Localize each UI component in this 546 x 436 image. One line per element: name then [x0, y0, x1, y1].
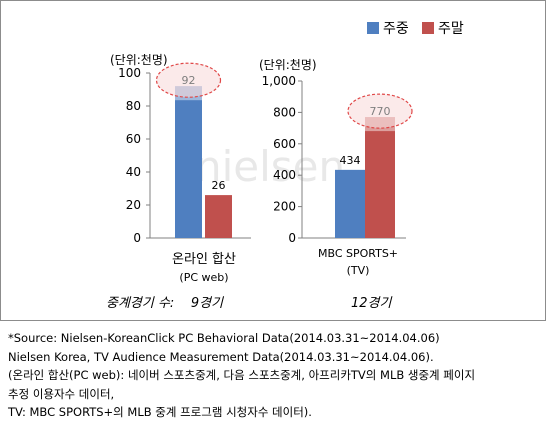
category-label-line2: (PC web): [179, 271, 228, 284]
chart-footer: 12경기: [351, 296, 393, 311]
bar-weekday: [335, 169, 365, 238]
legend-swatch-weekday: [367, 22, 379, 34]
y-tick-label: 600: [273, 137, 296, 151]
note-line: Nielsen Korea, TV Audience Measurement D…: [8, 349, 434, 364]
data-label: 770: [370, 105, 391, 118]
bar-weekend: [365, 117, 395, 238]
note-line: (온라인 합산(PC web): 네이버 스포츠중계, 다음 스포츠중계, 아프…: [8, 368, 476, 382]
y-tick-label: 100: [118, 66, 141, 80]
category-label-line1: MBC SPORTS+: [318, 247, 398, 260]
y-tick-label: 0: [288, 231, 296, 245]
unit-label: (단위:천명): [110, 52, 168, 67]
chart-online-combined: (단위:천명) 온라인 합산 (PC web) 중계경기 수: 9경기 0 20 4…: [106, 52, 251, 311]
chart-footer: 중계경기 수: 9경기: [106, 296, 224, 311]
y-tick-label: 80: [126, 99, 141, 113]
y-tick-label: 200: [273, 200, 296, 214]
note-line: 추정 이용자수 데이터,: [8, 386, 115, 401]
unit-label: (단위:천명): [259, 57, 317, 72]
legend-label-weekend: 주말: [438, 21, 464, 37]
y-tick-label: 400: [273, 168, 296, 182]
legend-swatch-weekend: [422, 22, 434, 34]
y-tick-label: 40: [126, 165, 141, 179]
watermark-text: nielsen: [195, 142, 345, 191]
y-tick-label: 60: [126, 132, 141, 146]
highlight-ellipse: [347, 93, 413, 129]
note-line: *Source: Nielsen-KoreanClick PC Behavior…: [8, 331, 440, 345]
y-tick-label: 0: [133, 231, 141, 245]
y-tick-label: 800: [273, 105, 296, 119]
category-label-line1: 온라인 합산: [172, 252, 236, 267]
bar-weekday: [175, 86, 202, 238]
chart-svg: 주중 주말 nielsen (단위:천명) 온라인 합산 (PC web) 중계…: [106, 21, 464, 311]
data-label: 92: [182, 74, 196, 87]
chart-mbc-sports: (단위:천명) MBC SPORTS+ (TV) 12경기 0 200 400 600…: [259, 57, 413, 311]
category-label-line2: (TV): [347, 264, 370, 277]
y-tick-label: 20: [126, 198, 141, 212]
highlight-ellipse: [155, 62, 222, 98]
data-label: 26: [212, 179, 226, 192]
chart-frame: 주중 주말 nielsen (단위:천명) 온라인 합산 (PC web) 중계…: [0, 0, 546, 321]
note-line: TV: MBC SPORTS+의 MLB 중계 프로그램 시청자수 데이터).: [8, 405, 312, 419]
legend-label-weekday: 주중: [383, 21, 409, 37]
bar-weekend: [205, 195, 232, 238]
source-notes: *Source: Nielsen-KoreanClick PC Behavior…: [8, 329, 544, 422]
data-label: 434: [340, 154, 361, 167]
y-tick-label: 1,000: [262, 74, 296, 88]
